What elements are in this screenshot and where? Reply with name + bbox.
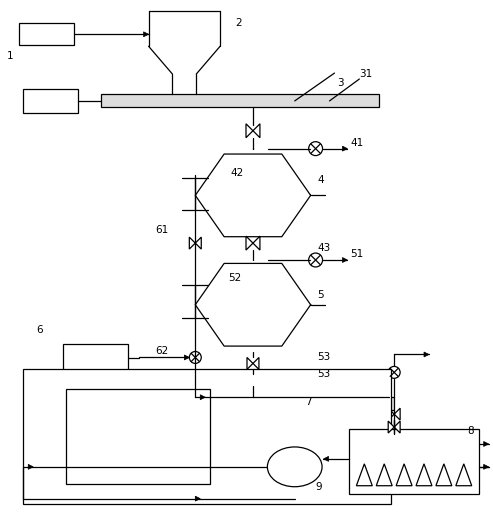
Polygon shape: [195, 496, 200, 501]
Polygon shape: [323, 456, 328, 461]
Polygon shape: [424, 352, 429, 357]
Text: 7: 7: [305, 397, 311, 407]
Polygon shape: [484, 442, 489, 446]
Polygon shape: [343, 146, 348, 151]
Polygon shape: [388, 408, 394, 420]
Polygon shape: [250, 392, 255, 397]
Polygon shape: [253, 236, 260, 250]
Polygon shape: [253, 124, 260, 138]
Bar: [350, 429, 479, 494]
Polygon shape: [247, 358, 253, 370]
Polygon shape: [394, 408, 400, 420]
Polygon shape: [200, 395, 205, 400]
Bar: [101, 94, 379, 107]
Text: 4: 4: [317, 175, 324, 185]
Polygon shape: [253, 374, 259, 386]
Polygon shape: [394, 421, 400, 433]
Polygon shape: [184, 355, 189, 360]
Bar: [66, 389, 210, 484]
Text: 41: 41: [351, 138, 364, 148]
Text: 6: 6: [36, 325, 43, 335]
Bar: [23, 89, 78, 113]
Polygon shape: [247, 374, 253, 386]
Text: 62: 62: [155, 347, 169, 357]
Bar: [63, 343, 128, 373]
Bar: [195, 397, 394, 410]
Text: 8: 8: [467, 426, 473, 436]
Polygon shape: [28, 465, 33, 469]
Text: 9: 9: [316, 482, 322, 492]
Polygon shape: [246, 124, 253, 138]
Text: 3: 3: [338, 78, 344, 88]
Text: 43: 43: [317, 243, 331, 253]
Text: 51: 51: [351, 249, 364, 259]
Text: 5: 5: [317, 290, 324, 300]
Polygon shape: [484, 465, 489, 469]
Text: 1: 1: [6, 51, 13, 61]
Polygon shape: [388, 421, 394, 433]
Text: 42: 42: [230, 168, 244, 177]
Bar: [19, 23, 74, 45]
Polygon shape: [253, 358, 259, 370]
Polygon shape: [343, 257, 348, 263]
Text: 53: 53: [317, 352, 331, 362]
Polygon shape: [189, 237, 195, 249]
Text: 52: 52: [228, 273, 242, 283]
Text: 61: 61: [155, 225, 169, 235]
Polygon shape: [246, 236, 253, 250]
Polygon shape: [143, 32, 148, 37]
Text: 2: 2: [235, 18, 242, 28]
Text: 53: 53: [317, 370, 331, 379]
Polygon shape: [195, 237, 201, 249]
Text: 31: 31: [359, 69, 373, 79]
Bar: [23, 370, 391, 504]
